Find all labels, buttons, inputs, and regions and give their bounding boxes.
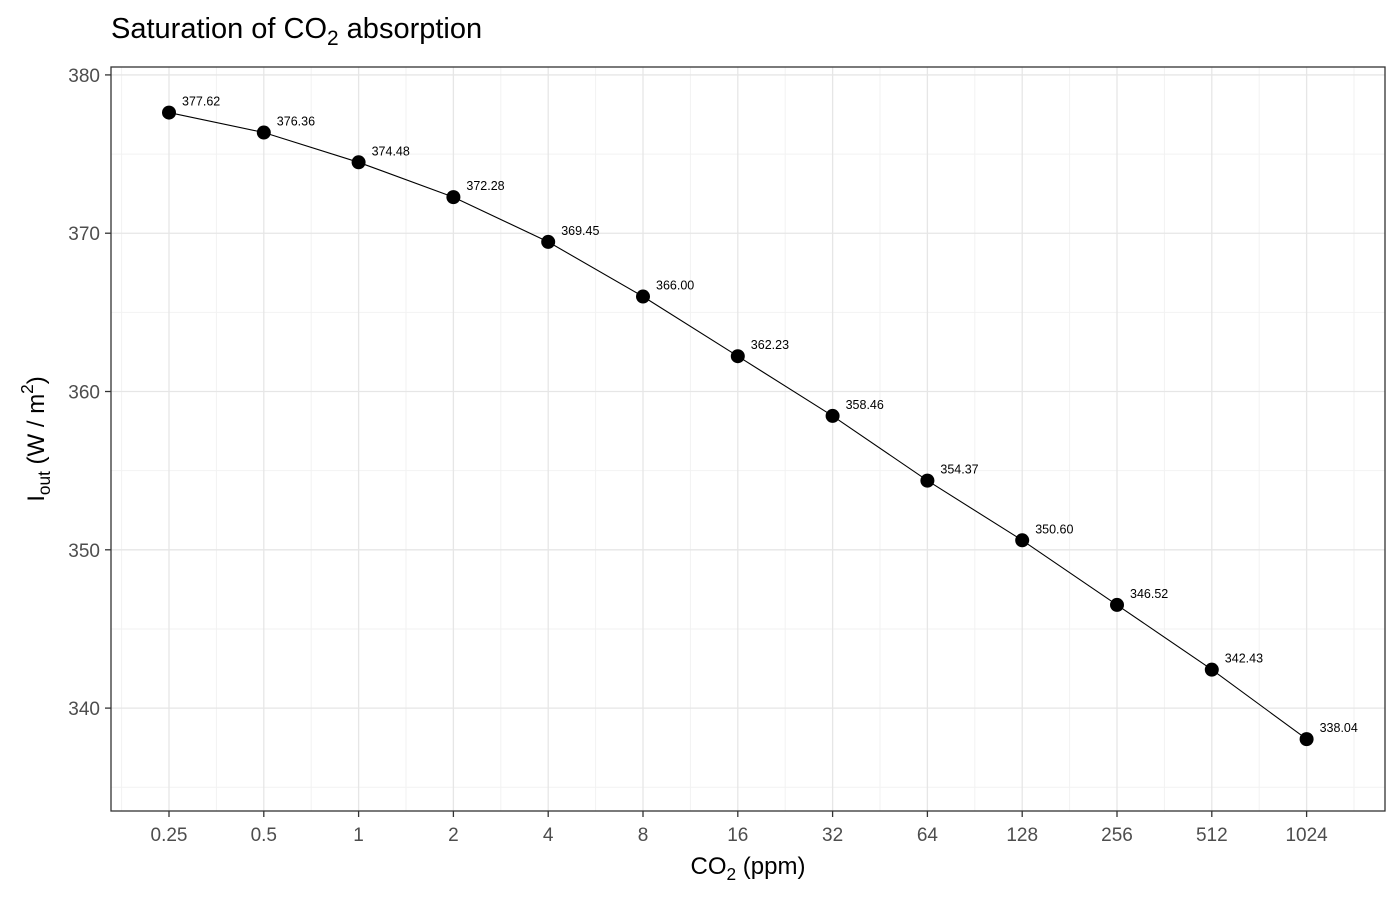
x-axis-title-main: CO: [691, 853, 727, 880]
data-point: [1110, 597, 1124, 612]
chart-title-main: Saturation of CO: [111, 13, 327, 45]
y-axis-title-end: ): [23, 376, 50, 384]
data-point: [256, 125, 271, 140]
x-tick-label: 0.25: [151, 825, 188, 846]
x-tick-label: 8: [638, 825, 649, 846]
data-point: [1015, 533, 1030, 548]
data-label: 372.28: [466, 179, 504, 193]
data-point: [1299, 732, 1314, 747]
data-point: [825, 408, 840, 423]
data-point: [636, 289, 650, 304]
y-axis: 340 350 360 370 380: [68, 66, 111, 720]
data-label: 366.00: [656, 279, 694, 293]
x-tick-label: 0.5: [251, 825, 277, 846]
data-label: 342.43: [1225, 652, 1263, 666]
data-label: 338.04: [1320, 721, 1358, 735]
x-axis-title-subscript: 2: [727, 864, 737, 884]
data-label: 358.46: [846, 398, 884, 412]
data-label: 354.37: [940, 463, 978, 477]
x-tick-label: 1: [353, 825, 364, 846]
y-axis-title: Iout (W / m2): [17, 376, 54, 502]
data-point: [730, 349, 745, 364]
series: [162, 105, 1314, 747]
x-tick-label: 64: [917, 825, 939, 846]
x-tick-label: 256: [1101, 825, 1133, 846]
data-point: [1204, 662, 1219, 677]
data-point: [162, 105, 176, 120]
y-tick-label: 360: [68, 383, 100, 404]
grid: [111, 67, 1385, 811]
x-tick-label: 512: [1196, 825, 1228, 846]
data-label: 377.62: [182, 95, 220, 109]
y-axis-title-superscript: 2: [17, 384, 37, 394]
y-axis-title-main: I: [23, 495, 50, 502]
x-tick-label: 4: [543, 825, 554, 846]
data-point: [541, 234, 556, 249]
x-tick-label: 32: [822, 825, 843, 846]
y-tick-label: 370: [68, 224, 100, 245]
y-axis-title-subscript: out: [34, 471, 54, 495]
data-label: 350.60: [1035, 522, 1073, 536]
data-label: 362.23: [751, 338, 789, 352]
panel-border: [110, 66, 1386, 812]
data-label: 346.52: [1130, 587, 1168, 601]
data-label: 376.36: [277, 115, 315, 129]
chart-title-rest: absorption: [339, 13, 483, 45]
data-point: [446, 190, 461, 205]
x-tick-label: 2: [448, 825, 459, 846]
x-tick-label: 16: [727, 825, 748, 846]
data-label: 369.45: [561, 224, 599, 238]
y-axis-title-mid: (W / m: [23, 394, 50, 471]
y-tick-label: 380: [68, 66, 100, 87]
x-tick-label: 128: [1006, 825, 1038, 846]
x-axis: 0.25 0.5 1 2 4 8 16 32 64 128 256 512 1024: [151, 811, 1328, 846]
chart-title: Saturation of CO2 absorption: [111, 13, 482, 50]
data-labels: 377.62 376.36 374.48 372.28 369.45 366.00 362.…: [182, 95, 1358, 736]
x-axis-title-rest: (ppm): [736, 853, 805, 880]
data-point: [920, 473, 935, 488]
x-axis-title: CO2 (ppm): [691, 853, 806, 884]
y-tick-label: 340: [68, 699, 100, 720]
data-point: [351, 155, 366, 170]
x-tick-label: 1024: [1285, 825, 1328, 846]
y-tick-label: 350: [68, 541, 100, 562]
chart-title-subscript: 2: [327, 27, 339, 50]
data-label: 374.48: [372, 144, 410, 158]
